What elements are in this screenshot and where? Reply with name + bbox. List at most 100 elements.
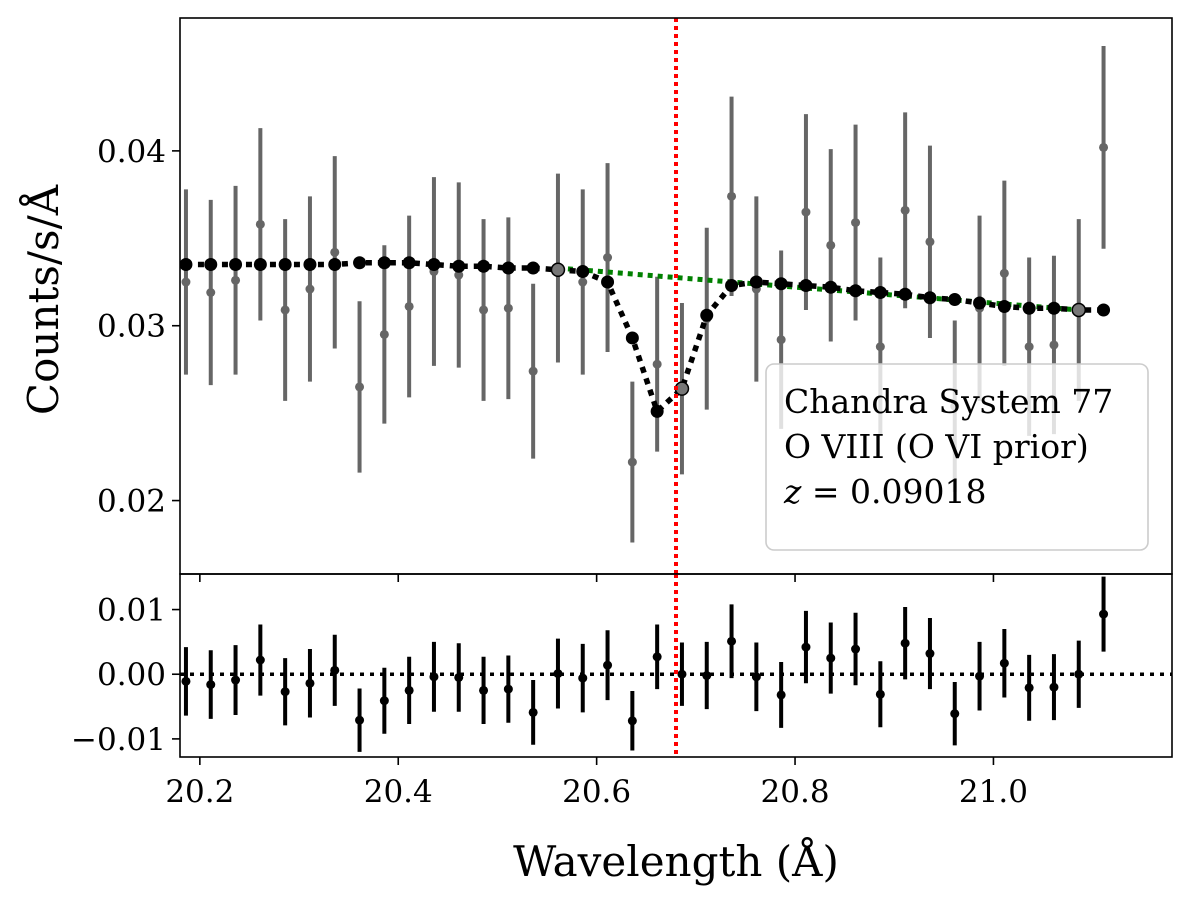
residual-point bbox=[404, 685, 414, 695]
model-point bbox=[576, 265, 590, 279]
data-point bbox=[1099, 142, 1109, 152]
main-y-tick-label: 0.02 bbox=[97, 484, 166, 520]
model-point bbox=[774, 277, 788, 291]
data-point bbox=[801, 207, 811, 217]
residual-point bbox=[652, 652, 662, 662]
data-point bbox=[503, 303, 513, 313]
model-point bbox=[725, 279, 739, 293]
data-point bbox=[727, 191, 737, 201]
residual-point bbox=[603, 660, 613, 670]
main-panel: 0.02 0.03 0.04 Chandra System 77 O VIII (O… bbox=[97, 17, 1173, 575]
residual-point bbox=[355, 715, 365, 725]
residual-point bbox=[305, 678, 315, 688]
residual-point bbox=[900, 638, 910, 648]
data-point bbox=[603, 253, 613, 263]
model-point bbox=[873, 286, 887, 300]
model-point bbox=[898, 287, 912, 301]
model-point bbox=[377, 256, 391, 270]
model-point-highlighted bbox=[550, 262, 566, 278]
residual-point bbox=[950, 709, 960, 719]
data-point bbox=[826, 240, 836, 250]
model-point bbox=[849, 284, 863, 298]
residual-point bbox=[1074, 669, 1084, 679]
data-point bbox=[355, 382, 365, 392]
annotation-ion: O VIII (O VI prior) bbox=[784, 427, 1089, 466]
data-point bbox=[280, 305, 290, 315]
data-point bbox=[255, 219, 265, 229]
model-point bbox=[700, 308, 714, 322]
residual-point bbox=[702, 671, 712, 681]
residual-point bbox=[1049, 682, 1059, 692]
data-point bbox=[999, 268, 1009, 278]
residual-point bbox=[999, 658, 1009, 668]
model-point bbox=[1097, 303, 1111, 317]
model-point bbox=[229, 258, 243, 272]
main-y-tick-label: 0.03 bbox=[97, 309, 166, 345]
data-point bbox=[851, 218, 861, 228]
data-point bbox=[627, 457, 637, 467]
residual-point bbox=[528, 707, 538, 717]
model-point bbox=[402, 256, 416, 270]
data-point bbox=[1024, 342, 1034, 352]
residual-panel-frame bbox=[179, 573, 1173, 758]
continuum-line bbox=[557, 265, 1079, 313]
model-point bbox=[253, 258, 267, 272]
model-point bbox=[923, 291, 937, 305]
model-point bbox=[650, 404, 664, 418]
model-point bbox=[973, 296, 987, 310]
main-y-tick-label: 0.04 bbox=[97, 134, 166, 170]
residual-point bbox=[255, 655, 265, 665]
data-point bbox=[305, 284, 315, 294]
model-point bbox=[799, 279, 813, 293]
residual-panel: −0.01 0.00 0.01 20.2 20.4 20.6 20.8 21.0 bbox=[71, 573, 1173, 810]
residual-point bbox=[751, 672, 761, 682]
residual-point bbox=[801, 642, 811, 652]
redshift-symbol: z bbox=[783, 472, 802, 511]
residual-point bbox=[379, 696, 389, 706]
residual-point bbox=[206, 680, 216, 690]
residual-point bbox=[479, 685, 489, 695]
residual-point bbox=[851, 644, 861, 654]
residual-point bbox=[627, 716, 637, 726]
data-point bbox=[578, 277, 588, 287]
x-tick-label: 20.6 bbox=[562, 774, 631, 810]
data-point bbox=[925, 237, 935, 247]
annotation-redshift: z = 0.09018 bbox=[783, 472, 987, 511]
residual-point bbox=[280, 687, 290, 697]
residual-point bbox=[1024, 683, 1034, 693]
residual-point bbox=[454, 672, 464, 682]
model-point bbox=[180, 258, 193, 272]
model-point bbox=[601, 275, 615, 289]
model-point bbox=[997, 299, 1011, 313]
model-point bbox=[749, 275, 763, 289]
model-point bbox=[625, 331, 639, 345]
model-point bbox=[501, 261, 515, 275]
residual-point bbox=[330, 665, 340, 675]
data-point bbox=[900, 205, 910, 215]
residual-y-tick-label: 0.00 bbox=[97, 657, 166, 693]
residual-point bbox=[677, 669, 687, 679]
data-point bbox=[528, 366, 538, 376]
residual-y-tick-label: −0.01 bbox=[71, 722, 166, 758]
data-point bbox=[231, 275, 241, 285]
redshift-value: 0.09018 bbox=[850, 472, 986, 511]
x-tick-label: 20.4 bbox=[364, 774, 433, 810]
residual-point bbox=[826, 653, 836, 663]
x-tick-label: 20.2 bbox=[165, 774, 234, 810]
data-point bbox=[330, 247, 340, 257]
model-point bbox=[1022, 301, 1036, 315]
annotation-frame bbox=[765, 363, 1149, 551]
model-point bbox=[353, 256, 367, 270]
data-point bbox=[652, 359, 662, 369]
data-point bbox=[206, 288, 216, 298]
data-point bbox=[479, 305, 489, 315]
residual-point bbox=[1099, 609, 1109, 619]
data-point bbox=[776, 335, 786, 345]
model-point bbox=[328, 258, 342, 272]
residual-point bbox=[776, 690, 786, 700]
residual-point bbox=[578, 673, 588, 683]
data-point bbox=[379, 329, 389, 339]
data-point bbox=[454, 270, 464, 280]
model-point bbox=[204, 258, 218, 272]
